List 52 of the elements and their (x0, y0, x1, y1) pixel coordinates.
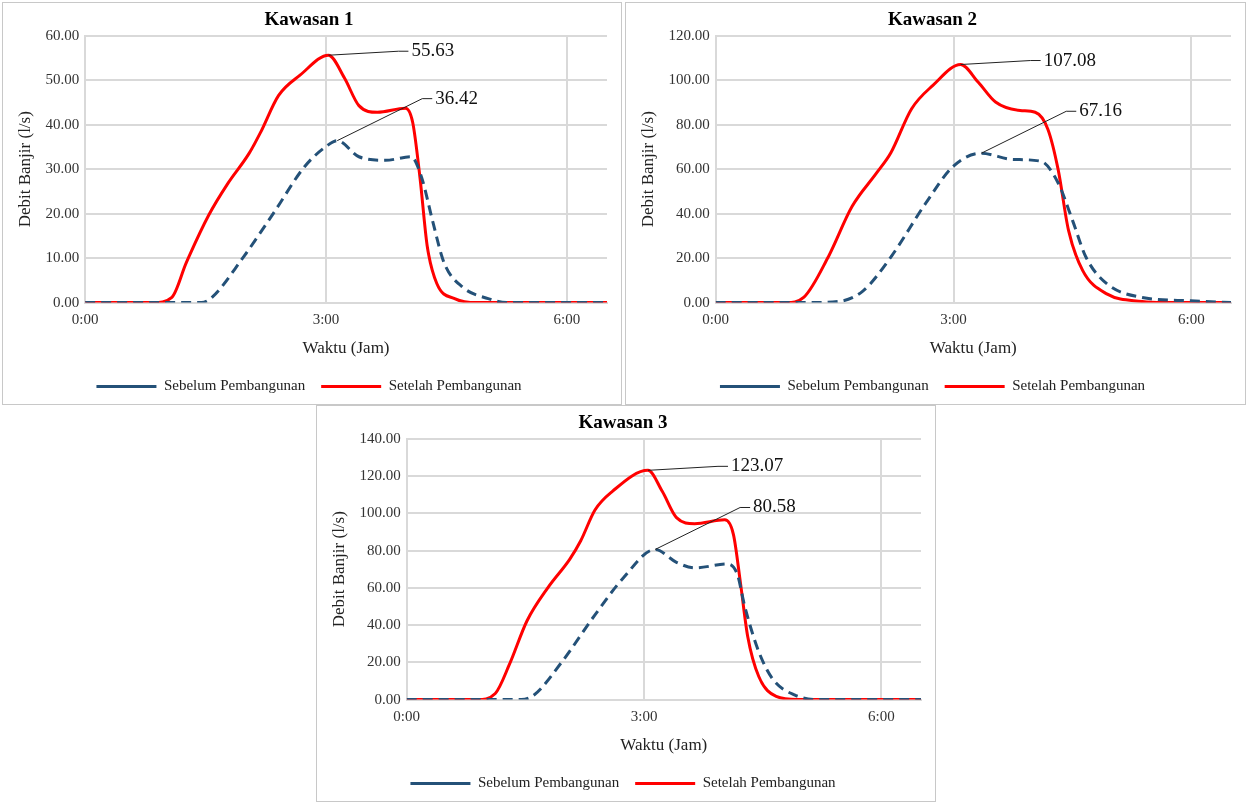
legend-label: Sebelum Pembangunan (787, 377, 930, 394)
y-tick-label: 60.00 (366, 578, 401, 595)
chart-title: Kawasan 3 (578, 411, 668, 433)
y-tick-label: 30.00 (45, 160, 80, 177)
legend-label: Setelah Pembangunan (388, 377, 523, 394)
y-tick-label: 100.00 (668, 71, 710, 88)
x-axis-title: Waktu (Jam) (620, 735, 708, 755)
y-tick-label: 60.00 (675, 160, 710, 177)
x-tick-label: 0:00 (71, 310, 99, 327)
y-tick-label: 20.00 (45, 204, 80, 221)
y-axis-title: Debit Banjir (l/s) (328, 511, 348, 628)
y-axis-title: Debit Banjir (l/s) (637, 111, 657, 228)
chart-title: Kawasan 2 (887, 8, 978, 30)
x-tick-label: 3:00 (312, 310, 340, 327)
legend-label: Sebelum Pembangunan (477, 774, 620, 791)
y-tick-label: 40.00 (366, 616, 401, 633)
legend-label: Setelah Pembangunan (702, 774, 837, 791)
y-axis-title: Debit Banjir (l/s) (14, 111, 34, 228)
x-axis-title: Waktu (Jam) (302, 338, 390, 358)
annotation: 67.16 (1079, 99, 1122, 121)
y-tick-label: 10.00 (45, 249, 80, 266)
legend-label: Setelah Pembangunan (1012, 377, 1146, 394)
annotation: 123.07 (731, 454, 784, 476)
x-tick-label: 6:00 (1178, 310, 1205, 327)
chart-title: Kawasan 1 (264, 8, 354, 30)
x-tick-label: 0:00 (702, 310, 729, 327)
y-tick-label: 0.00 (374, 690, 401, 707)
annotation: 107.08 (1043, 48, 1096, 70)
y-tick-label: 20.00 (366, 653, 401, 670)
x-tick-label: 3:00 (630, 707, 658, 724)
x-tick-label: 3:00 (940, 310, 967, 327)
y-tick-label: 20.00 (675, 249, 710, 266)
x-axis-title: Waktu (Jam) (929, 338, 1017, 358)
x-tick-label: 6:00 (868, 707, 895, 724)
y-tick-label: 80.00 (366, 541, 401, 558)
x-tick-label: 0:00 (393, 707, 420, 724)
y-tick-label: 40.00 (675, 204, 710, 221)
y-tick-label: 0.00 (52, 293, 80, 310)
annotation: 36.42 (435, 86, 478, 108)
y-tick-label: 40.00 (45, 115, 80, 132)
y-tick-label: 120.00 (668, 26, 710, 43)
y-tick-label: 60.00 (45, 26, 80, 43)
y-tick-label: 80.00 (675, 115, 710, 132)
y-tick-label: 140.00 (359, 429, 401, 446)
y-tick-label: 120.00 (359, 466, 401, 483)
y-tick-label: 50.00 (45, 71, 80, 88)
x-tick-label: 6:00 (553, 310, 581, 327)
annotation: 80.58 (753, 495, 796, 517)
annotation: 55.63 (411, 39, 455, 61)
y-tick-label: 100.00 (359, 504, 401, 521)
legend-label: Sebelum Pembangunan (163, 377, 306, 394)
y-tick-label: 0.00 (683, 293, 710, 310)
